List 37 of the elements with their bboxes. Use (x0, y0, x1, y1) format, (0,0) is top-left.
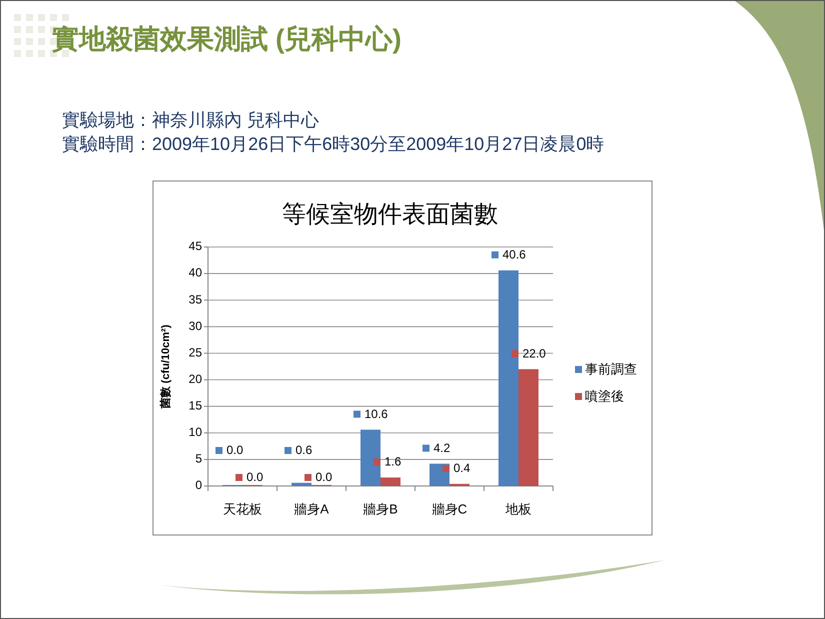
y-tick-label: 10 (188, 425, 202, 440)
bar (380, 478, 400, 486)
y-tick-label: 25 (188, 345, 202, 360)
x-tick-label: 牆身C (432, 501, 468, 516)
chart-title: 等候室物件表面菌數 (282, 201, 498, 228)
y-tick-label: 0 (195, 478, 202, 492)
text: 實驗時間：2009年10月26日下午6時30分至2009年10月27日凌晨0時 (62, 134, 604, 154)
y-tick-label: 35 (188, 292, 202, 306)
bar (292, 482, 312, 486)
data-label: 1.6 (384, 454, 402, 469)
y-tick-label: 15 (188, 398, 202, 413)
bar (518, 369, 538, 486)
data-label: 0.0 (316, 470, 333, 484)
x-tick-label: 牆身A (294, 501, 330, 516)
y-tick-label: 30 (188, 318, 202, 333)
data-label: 10.6 (364, 406, 388, 421)
x-tick-label: 牆身B (363, 501, 398, 516)
y-tick-label: 40 (188, 266, 202, 280)
y-tick-label: 20 (188, 372, 202, 386)
bar (360, 430, 380, 486)
x-tick-label: 地板 (504, 501, 532, 516)
legend-label: 事前調查 (585, 361, 637, 376)
x-tick-label: 天花板 (223, 501, 262, 516)
data-label: 4.2 (434, 440, 451, 455)
text: 實地殺菌效果測試 (兒科中心) (52, 24, 402, 54)
y-axis-title: 菌數 (cfu/10cm²) (159, 324, 172, 410)
data-label: 22.0 (522, 346, 546, 360)
data-label: 0.6 (296, 443, 313, 458)
text: 實驗場地：神奈川縣內 兒科中心 (62, 110, 320, 130)
legend-label: 噴塗後 (585, 388, 624, 404)
bar (498, 270, 518, 486)
data-label: 0.4 (454, 461, 471, 476)
data-label: 0.0 (246, 470, 264, 484)
y-tick-label: 5 (195, 452, 202, 466)
data-label: 0.0 (226, 443, 244, 458)
data-label: 40.6 (502, 248, 526, 262)
y-tick-label: 45 (188, 239, 202, 254)
